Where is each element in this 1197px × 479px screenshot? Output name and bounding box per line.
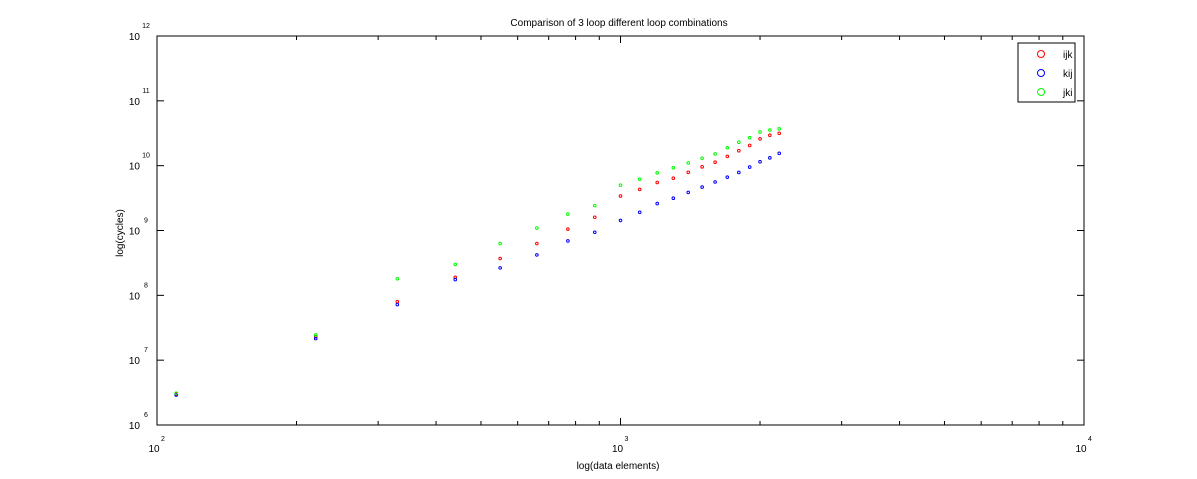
y-tick-label-base: 10 xyxy=(129,227,141,238)
data-point-jki xyxy=(395,276,400,281)
data-point-jki xyxy=(535,226,539,230)
x-axis-label: log(data elements) xyxy=(577,461,660,472)
data-point-kij xyxy=(453,277,458,282)
data-point-jki xyxy=(453,262,458,267)
data-point-kij xyxy=(655,201,660,206)
legend: ijk kij jki xyxy=(1017,42,1076,103)
legend-label-jki: jki xyxy=(1062,88,1072,99)
data-point-ijk xyxy=(758,136,762,141)
data-point-kij xyxy=(700,185,704,189)
legend-label-kij: kij xyxy=(1063,69,1072,80)
data-point-kij xyxy=(566,239,570,243)
data-point-ijk xyxy=(655,180,660,185)
data-point-kij xyxy=(637,210,642,215)
data-point-kij xyxy=(498,266,502,270)
data-point-jki xyxy=(174,391,178,395)
data-point-kij xyxy=(592,230,597,235)
data-point-jki xyxy=(637,177,642,181)
data-point-kij xyxy=(713,180,717,184)
y-tick-label-exponent: 9 xyxy=(144,218,148,225)
y-tick-label-base: 10 xyxy=(129,32,141,43)
data-point-jki xyxy=(618,183,623,187)
data-point-ijk xyxy=(747,143,752,148)
x-tick-label-exponent: 3 xyxy=(625,436,629,443)
y-tick-label-exponent: 12 xyxy=(142,23,150,30)
data-point-kij xyxy=(618,218,623,223)
data-point-ijk xyxy=(535,241,539,246)
data-point-jki xyxy=(725,145,730,150)
data-point-jki xyxy=(686,161,691,165)
data-point-kij xyxy=(747,165,752,169)
legend-marker-ijk xyxy=(1037,50,1045,58)
y-tick-label-base: 10 xyxy=(129,421,141,432)
data-point-ijk xyxy=(637,187,642,192)
y-tick-label-exponent: 6 xyxy=(144,412,148,419)
y-tick-label-exponent: 11 xyxy=(142,88,149,95)
data-point-ijk xyxy=(686,170,691,175)
legend-box xyxy=(1017,42,1076,103)
data-point-kij xyxy=(725,175,730,179)
data-point-jki xyxy=(671,165,676,170)
legend-label-ijk: ijk xyxy=(1063,50,1073,61)
y-tick-label-base: 10 xyxy=(129,97,141,108)
y-tick-label-exponent: 8 xyxy=(144,282,148,289)
data-points xyxy=(174,127,782,397)
data-point-jki xyxy=(768,128,772,132)
data-point-jki xyxy=(498,241,502,246)
y-tick-label-base: 10 xyxy=(129,291,141,302)
data-point-ijk xyxy=(498,256,502,261)
data-point-ijk xyxy=(592,215,597,220)
x-tick-label-exponent: 2 xyxy=(161,436,165,443)
data-point-jki xyxy=(566,212,570,216)
data-point-jki xyxy=(777,127,782,131)
x-tick-label-base: 10 xyxy=(148,444,160,455)
data-point-kij xyxy=(535,253,539,257)
data-point-kij xyxy=(777,151,782,156)
legend-marker-jki xyxy=(1037,88,1045,96)
data-point-ijk xyxy=(313,334,318,339)
y-tick-label-base: 10 xyxy=(129,162,141,173)
data-point-kij xyxy=(313,336,318,341)
data-point-ijk xyxy=(737,148,741,153)
axis-ticks xyxy=(156,35,1084,426)
data-point-ijk xyxy=(777,131,782,136)
x-tick-label-base: 10 xyxy=(1075,444,1087,455)
data-point-ijk xyxy=(725,154,730,159)
plot-area xyxy=(156,35,1085,426)
chart-title: Comparison of 3 loop different loop comb… xyxy=(510,18,727,29)
y-tick-label-exponent: 7 xyxy=(144,347,148,354)
data-point-jki xyxy=(655,171,660,175)
data-point-kij xyxy=(737,170,741,175)
data-point-jki xyxy=(747,135,752,140)
data-point-jki xyxy=(713,152,717,156)
data-point-jki xyxy=(313,333,318,337)
y-tick-label-exponent: 10 xyxy=(142,153,150,160)
data-point-kij xyxy=(671,196,676,200)
data-point-jki xyxy=(592,203,597,208)
data-point-ijk xyxy=(768,133,772,138)
data-point-kij xyxy=(174,393,178,397)
data-point-jki xyxy=(758,130,762,134)
y-tick-label-base: 10 xyxy=(129,356,141,367)
data-point-ijk xyxy=(395,299,400,304)
data-point-ijk xyxy=(566,227,570,231)
data-point-jki xyxy=(700,156,704,161)
data-point-ijk xyxy=(713,160,717,165)
data-point-ijk xyxy=(671,176,676,181)
data-point-kij xyxy=(768,156,772,160)
data-point-kij xyxy=(686,190,691,195)
y-axis-label: log(cycles) xyxy=(115,209,126,257)
data-point-ijk xyxy=(618,194,623,198)
data-point-ijk xyxy=(700,165,704,169)
data-point-jki xyxy=(737,140,741,145)
x-tick-label-base: 10 xyxy=(612,444,624,455)
legend-marker-kij xyxy=(1037,69,1045,77)
data-point-kij xyxy=(758,159,762,164)
data-point-kij xyxy=(395,302,400,307)
x-tick-label-exponent: 4 xyxy=(1088,436,1092,443)
